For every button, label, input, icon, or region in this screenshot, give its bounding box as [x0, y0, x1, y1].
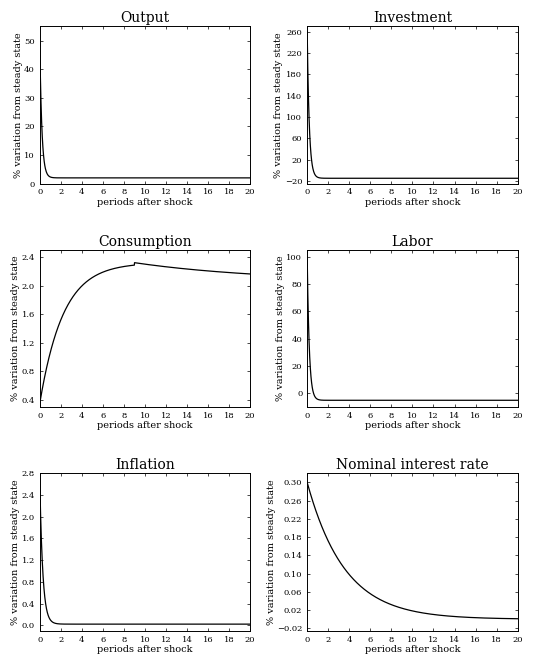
- X-axis label: periods after shock: periods after shock: [365, 645, 460, 654]
- Title: Labor: Labor: [391, 235, 433, 249]
- X-axis label: periods after shock: periods after shock: [365, 198, 460, 207]
- Y-axis label: % variation from steady state: % variation from steady state: [11, 255, 20, 401]
- X-axis label: periods after shock: periods after shock: [97, 198, 193, 207]
- Y-axis label: % variation from steady state: % variation from steady state: [276, 255, 285, 401]
- Title: Consumption: Consumption: [98, 235, 192, 249]
- Title: Output: Output: [120, 11, 169, 25]
- Title: Nominal interest rate: Nominal interest rate: [336, 458, 489, 472]
- Y-axis label: % variation from steady state: % variation from steady state: [274, 32, 284, 178]
- Y-axis label: % variation from steady state: % variation from steady state: [11, 479, 20, 625]
- Title: Inflation: Inflation: [115, 458, 175, 472]
- X-axis label: periods after shock: periods after shock: [97, 422, 193, 430]
- Y-axis label: % variation from steady state: % variation from steady state: [266, 479, 276, 625]
- Y-axis label: % variation from steady state: % variation from steady state: [14, 32, 23, 178]
- X-axis label: periods after shock: periods after shock: [365, 422, 460, 430]
- X-axis label: periods after shock: periods after shock: [97, 645, 193, 654]
- Title: Investment: Investment: [373, 11, 452, 25]
